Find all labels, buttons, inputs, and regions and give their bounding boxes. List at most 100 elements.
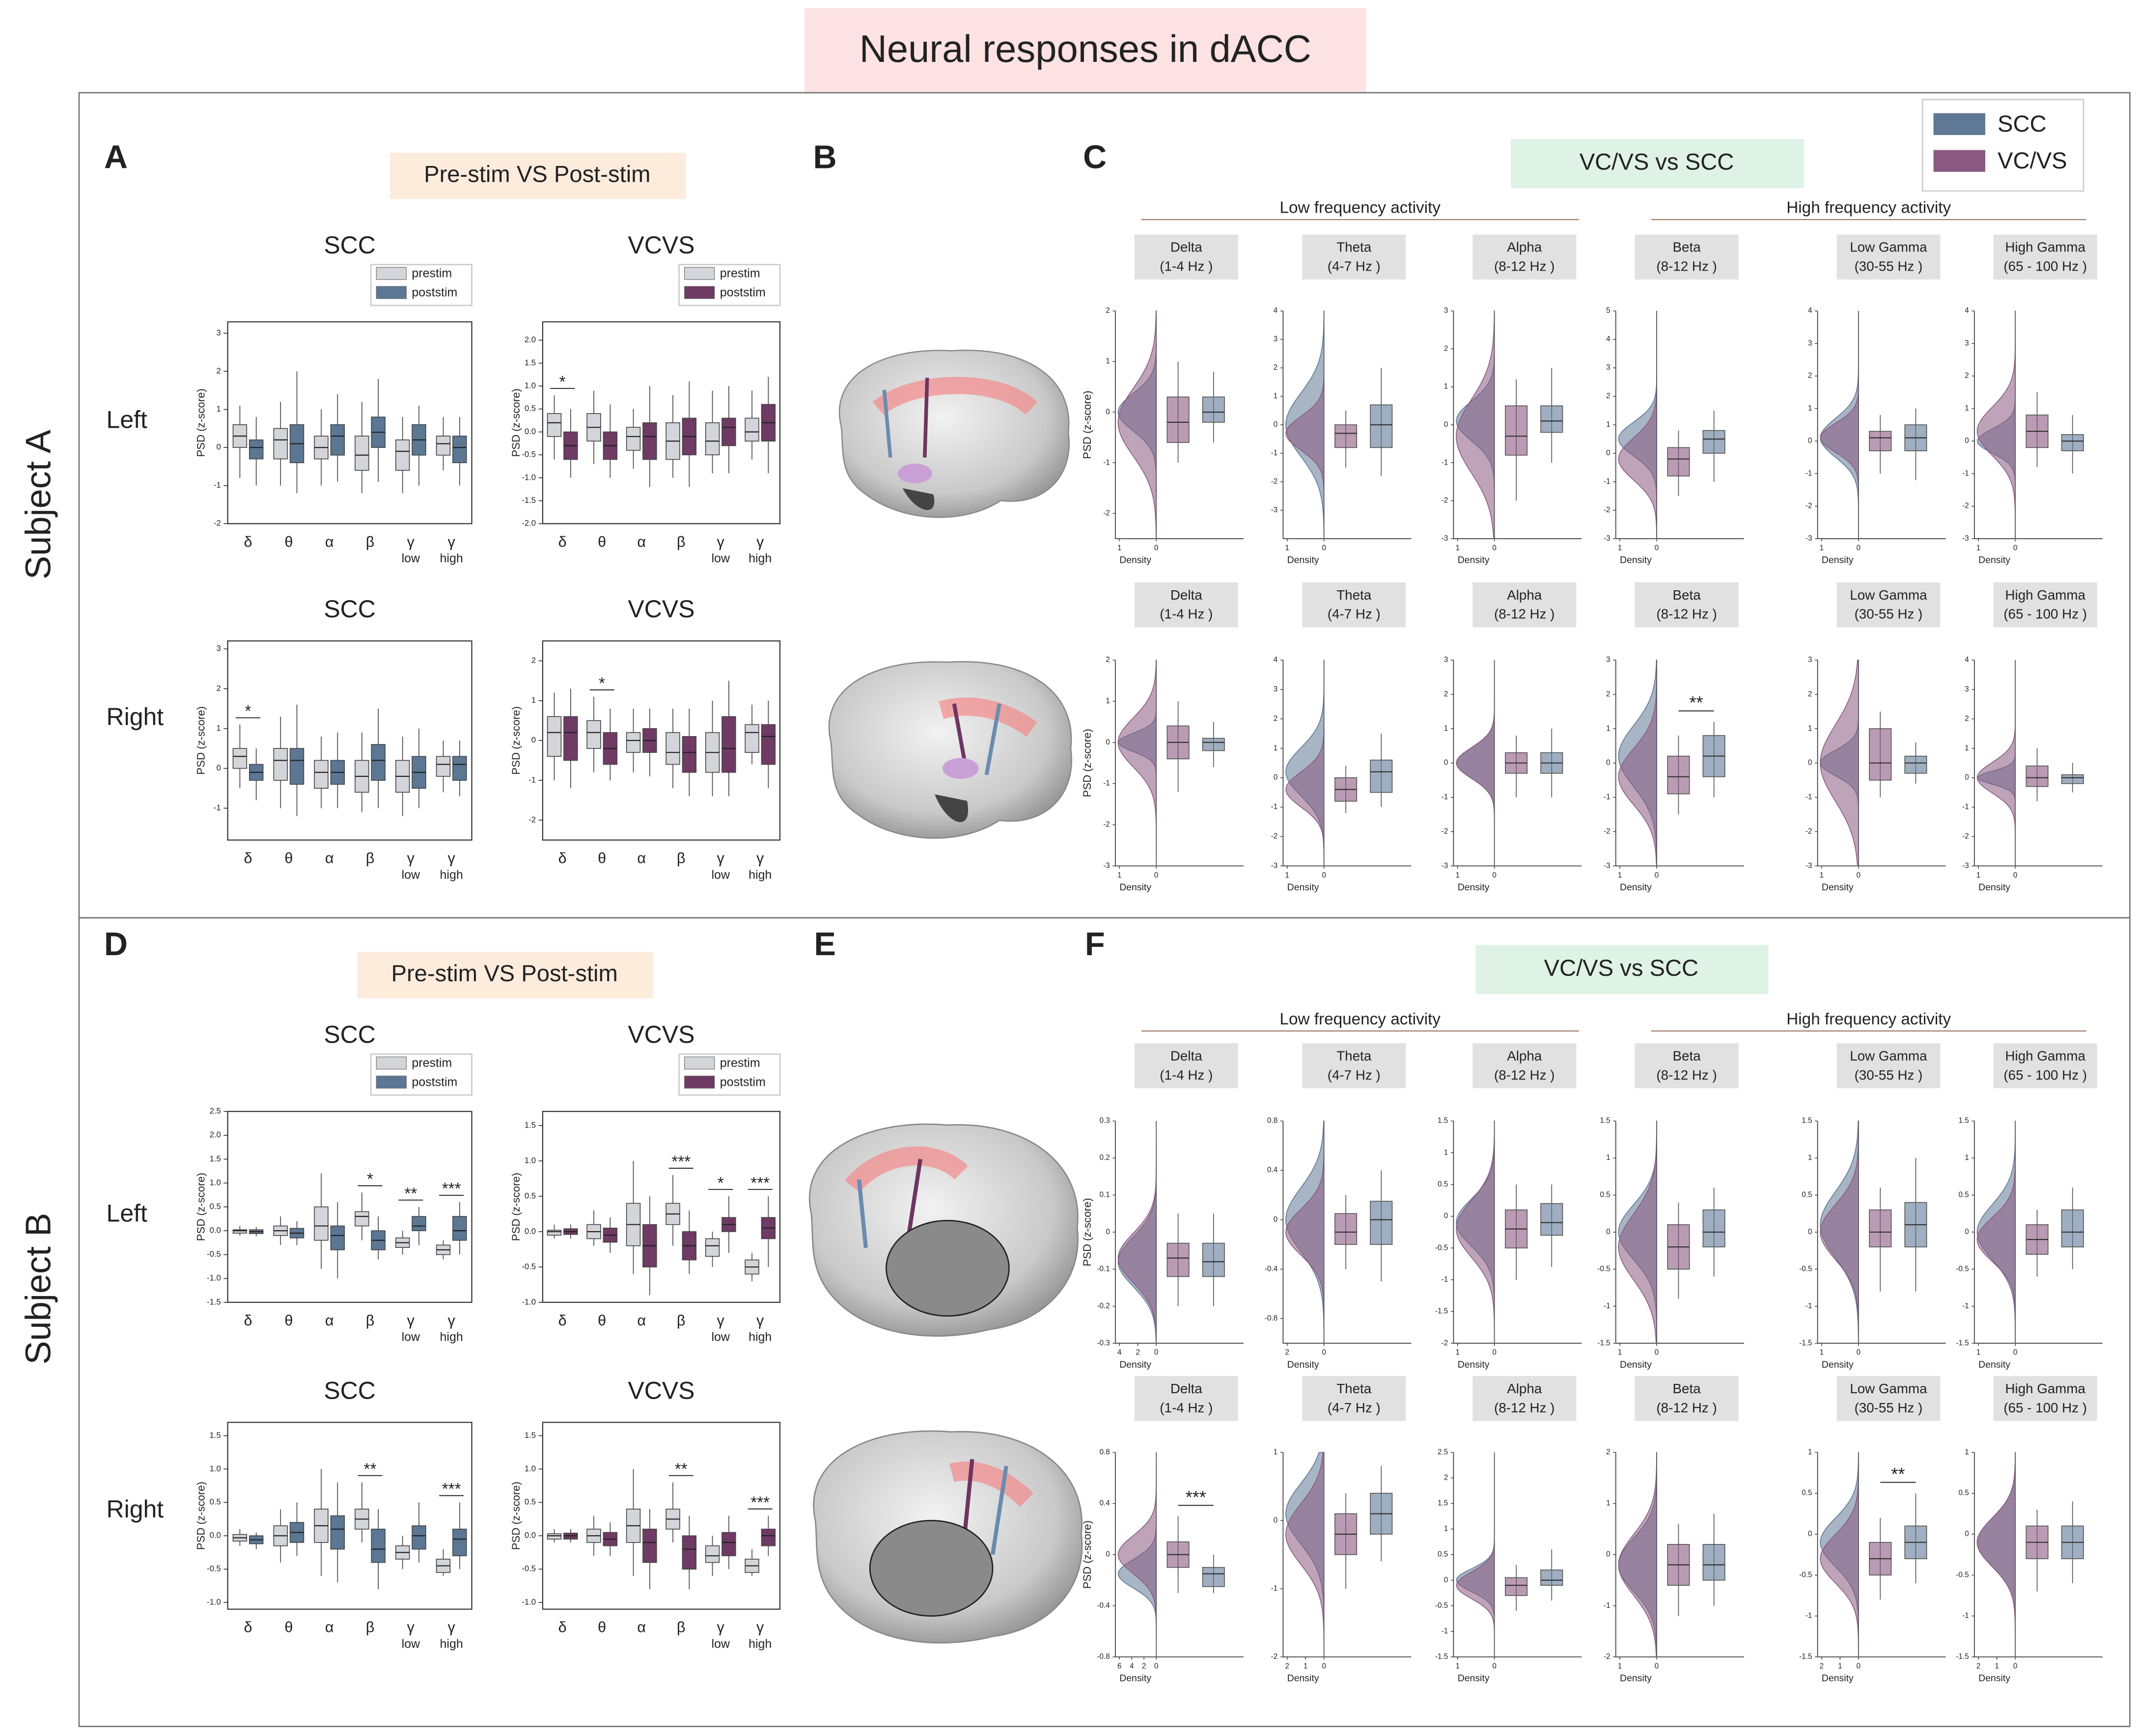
plot-frame	[542, 640, 781, 841]
band-title: Beta	[1673, 1048, 1701, 1063]
density	[1976, 1452, 2016, 1657]
box	[412, 1216, 426, 1231]
y-tick-label: -3	[1442, 861, 1448, 870]
x-tick-label: 2	[1976, 1662, 1980, 1670]
density-label: Density	[1978, 554, 2010, 565]
band-title-box	[1302, 1043, 1406, 1088]
significance-label: **	[364, 1460, 377, 1478]
y-tick-label: 1	[1965, 1448, 1969, 1456]
x-tick-label: γ	[717, 850, 725, 867]
density-label: Density	[1458, 1673, 1490, 1683]
x-tick-label: δ	[244, 1619, 252, 1636]
legend-swatch	[376, 1075, 407, 1089]
box	[1540, 1203, 1563, 1236]
density-label: Density	[1620, 1359, 1652, 1370]
band-title: Delta	[1170, 1048, 1202, 1063]
x-tick-label: 0	[1322, 871, 1326, 880]
density-label: Density	[1822, 882, 1854, 893]
box	[722, 417, 736, 446]
x-tick-label: γ	[448, 533, 456, 550]
y-tick-label: -1	[1442, 793, 1448, 801]
x-tick-label: θ	[598, 1619, 606, 1636]
y-tick-label: 0.8	[1100, 1448, 1110, 1456]
y-tick-label: -1	[1604, 793, 1610, 801]
legend-label: prestim	[412, 267, 452, 280]
x-tick-label: 2	[1820, 1662, 1824, 1670]
y-tick-label: 0.4	[1267, 1166, 1278, 1174]
y-tick-label: 0.5	[1802, 1489, 1812, 1497]
y-tick-label: 1.5	[525, 1431, 536, 1440]
box	[273, 748, 288, 781]
brain-render	[828, 661, 1072, 839]
y-tick-label: 1	[1274, 1448, 1277, 1456]
x-tick-label: low	[711, 1330, 730, 1344]
y-tick-label: -2.0	[522, 519, 536, 528]
x-tick-label: δ	[558, 1619, 567, 1636]
plot-frame	[542, 1422, 781, 1610]
y-tick-label: 0	[1808, 1530, 1812, 1538]
y-tick-label: -3	[1442, 534, 1448, 543]
density-label: Density	[1458, 1359, 1490, 1370]
x-tick-label: 0	[1492, 1349, 1496, 1357]
y-tick-label: -1.5	[207, 1297, 221, 1306]
box	[1540, 405, 1563, 433]
density-label: Density	[1287, 554, 1319, 565]
band-range: (4-7 Hz )	[1328, 1400, 1381, 1415]
box	[355, 1211, 369, 1227]
x-tick-label: 1	[1820, 1349, 1824, 1357]
y-tick-label: 1.0	[210, 1464, 221, 1473]
y-tick-label: -1.0	[522, 1598, 536, 1607]
y-tick-label: -0.5	[522, 450, 536, 459]
y-tick-label: -1	[1962, 469, 1969, 477]
y-tick-label: -2	[1442, 496, 1448, 505]
x-tick-label: α	[325, 1619, 334, 1636]
y-tick-label: 0	[1606, 449, 1610, 457]
x-tick-label: β	[366, 1619, 375, 1636]
y-tick-label: -0.5	[1799, 1265, 1812, 1273]
box	[642, 1528, 657, 1563]
box	[2061, 774, 2084, 784]
y-tick-label: 3	[1965, 339, 1969, 347]
x-tick-label: 0	[1857, 871, 1860, 880]
band-title: Low Gamma	[1850, 240, 1927, 255]
side-label: Left	[107, 1199, 147, 1227]
y-tick-label: -0.5	[1597, 1265, 1610, 1273]
y-tick-label: -0.5	[1435, 1243, 1448, 1252]
box	[1370, 404, 1393, 448]
y-tick-label: 0	[531, 735, 536, 744]
y-tick-label: 2	[1808, 372, 1812, 380]
box	[2061, 434, 2084, 451]
y-tick-label: 0	[1106, 1228, 1110, 1236]
band-title-box	[1472, 234, 1577, 280]
y-tick-label: -2	[1271, 1653, 1278, 1661]
legend-label: poststim	[720, 286, 766, 300]
x-tick-label: α	[637, 1619, 646, 1636]
legend-label: poststim	[412, 286, 457, 300]
box	[249, 439, 264, 460]
y-tick-label: 0.5	[1438, 1550, 1448, 1559]
y-tick-label: -1	[214, 803, 221, 812]
y-tick-label: -1.5	[1956, 1653, 1969, 1661]
box	[682, 1535, 697, 1570]
significance-label: **	[675, 1460, 688, 1478]
y-tick-label: 1	[1444, 1525, 1448, 1533]
band-range: (4-7 Hz )	[1328, 259, 1381, 274]
y-tick-label: 4	[1965, 306, 1969, 315]
y-tick-label: 0.5	[1802, 1191, 1812, 1199]
x-tick-label: 1	[1976, 871, 1980, 880]
y-tick-label: -1	[1442, 1275, 1448, 1284]
box	[436, 756, 451, 777]
y-tick-label: 2	[1106, 306, 1110, 315]
significance-label: **	[1891, 1464, 1905, 1484]
x-tick-label: high	[440, 1330, 463, 1344]
band-range: (4-7 Hz )	[1328, 1067, 1381, 1082]
x-tick-label: β	[677, 533, 686, 550]
x-tick-label: γ	[407, 1312, 415, 1329]
x-tick-label: θ	[598, 1312, 606, 1329]
y-tick-label: 0.0	[525, 427, 536, 436]
y-tick-label: 1.5	[1959, 1117, 1969, 1125]
legend-swatch	[376, 1056, 407, 1070]
y-tick-label: 2	[1274, 363, 1277, 372]
subject-frame	[78, 917, 2131, 1727]
band-range: (30-55 Hz )	[1855, 259, 1923, 274]
